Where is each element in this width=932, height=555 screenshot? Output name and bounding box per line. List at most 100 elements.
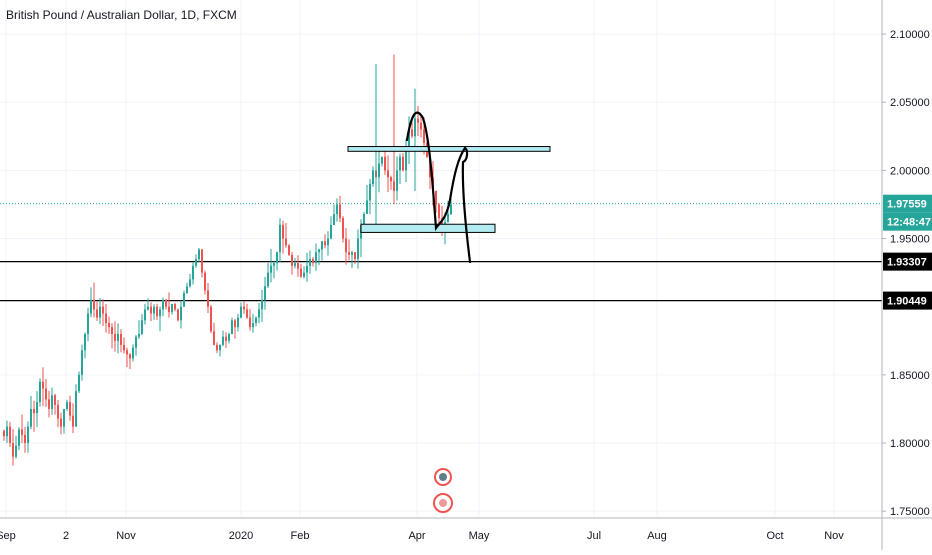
candle-body [261,299,263,310]
candle-body [303,272,305,277]
candle-body [270,265,272,273]
countdown-label-bg [883,212,932,231]
candle-body [114,333,116,341]
candle-body [204,272,206,291]
resistance-zone [347,146,551,152]
current-price-label-bg [883,194,932,213]
candle-body [438,204,440,219]
candle-body [450,204,452,215]
candle-body [15,445,17,457]
candle-body [123,344,125,351]
candle-body [369,184,371,201]
x-tick-label: Nov [116,530,136,542]
hand-drawing[interactable] [405,111,472,264]
candle-body [312,259,314,264]
candle-body [126,350,128,355]
candle-body [219,344,221,351]
candle-body [435,190,437,205]
candle-body [162,299,164,310]
candle-body [258,309,260,318]
x-tick-label: Feb [291,530,310,542]
candle-body [96,309,98,318]
candle-body [372,170,374,185]
support-zone [360,223,496,233]
event-markers[interactable] [433,468,453,513]
candle-body [255,317,257,324]
candle-body [99,306,101,318]
event-marker-dot [439,499,447,507]
freehand-arrow-drawing [405,111,472,264]
candle-body [366,200,368,215]
candle-body [447,214,449,223]
y-tick-label: 1.85000 [890,370,930,382]
candle-body [396,170,398,191]
candle-body [336,204,338,215]
candle-body [309,259,311,266]
level-price-label-bg [883,252,932,271]
candle-body [9,426,11,444]
candle-body [231,320,233,334]
candle-body [327,238,329,246]
candle-body [315,252,317,264]
candle-body [297,263,299,269]
candle-body [363,214,365,225]
countdown-label: 12:48:47 [887,217,931,229]
zones[interactable] [347,146,551,233]
candle-body [201,249,203,273]
candle-body [90,299,92,314]
level-price-label: 1.93307 [887,257,927,269]
candle-body [75,391,77,427]
candle-body [51,395,53,409]
candle-body [189,279,191,287]
candle-body [216,344,218,351]
candle-body [306,265,308,273]
horizontal-levels[interactable] [0,203,882,302]
y-tick-label: 2.05000 [890,97,930,109]
candle-body [105,313,107,324]
candle-body [78,374,80,392]
candle-body [234,320,236,328]
candle-body [354,252,356,259]
candle-body [276,252,278,264]
candle-body [87,313,89,334]
candle-body [93,299,95,310]
candle-body [111,327,113,334]
candle-body [252,323,254,328]
candle-body [48,399,50,409]
candle-body [282,224,284,239]
candle-body [129,354,131,359]
candle-body [237,317,239,328]
candle-body [120,333,122,345]
y-tick-label: 2.00000 [890,165,930,177]
candle-body [12,443,14,457]
x-tick-label: Sep [0,530,16,542]
candle-body [381,156,383,164]
candle-body [285,238,287,246]
candle-body [225,336,227,341]
candle-body [24,434,26,444]
candle-body [402,156,404,171]
candle-body [408,129,410,150]
candle-body [141,320,143,334]
candle-body [135,336,137,348]
candle-body [342,218,344,239]
candle-body [150,306,152,314]
candle-body [153,306,155,314]
candle-body [378,163,380,178]
candle-body [177,309,179,321]
candle-body [411,129,413,137]
candle-body [198,249,200,259]
y-tick-label: 1.80000 [890,438,930,450]
candle-body [195,259,197,266]
candle-body [144,309,146,321]
candle-body [249,317,251,328]
candle-body [138,333,140,337]
candle-body [63,408,65,427]
candle-body [339,204,341,219]
y-tick-label: 1.75000 [890,506,930,518]
candle-body [102,306,104,314]
candle-body [45,388,47,400]
